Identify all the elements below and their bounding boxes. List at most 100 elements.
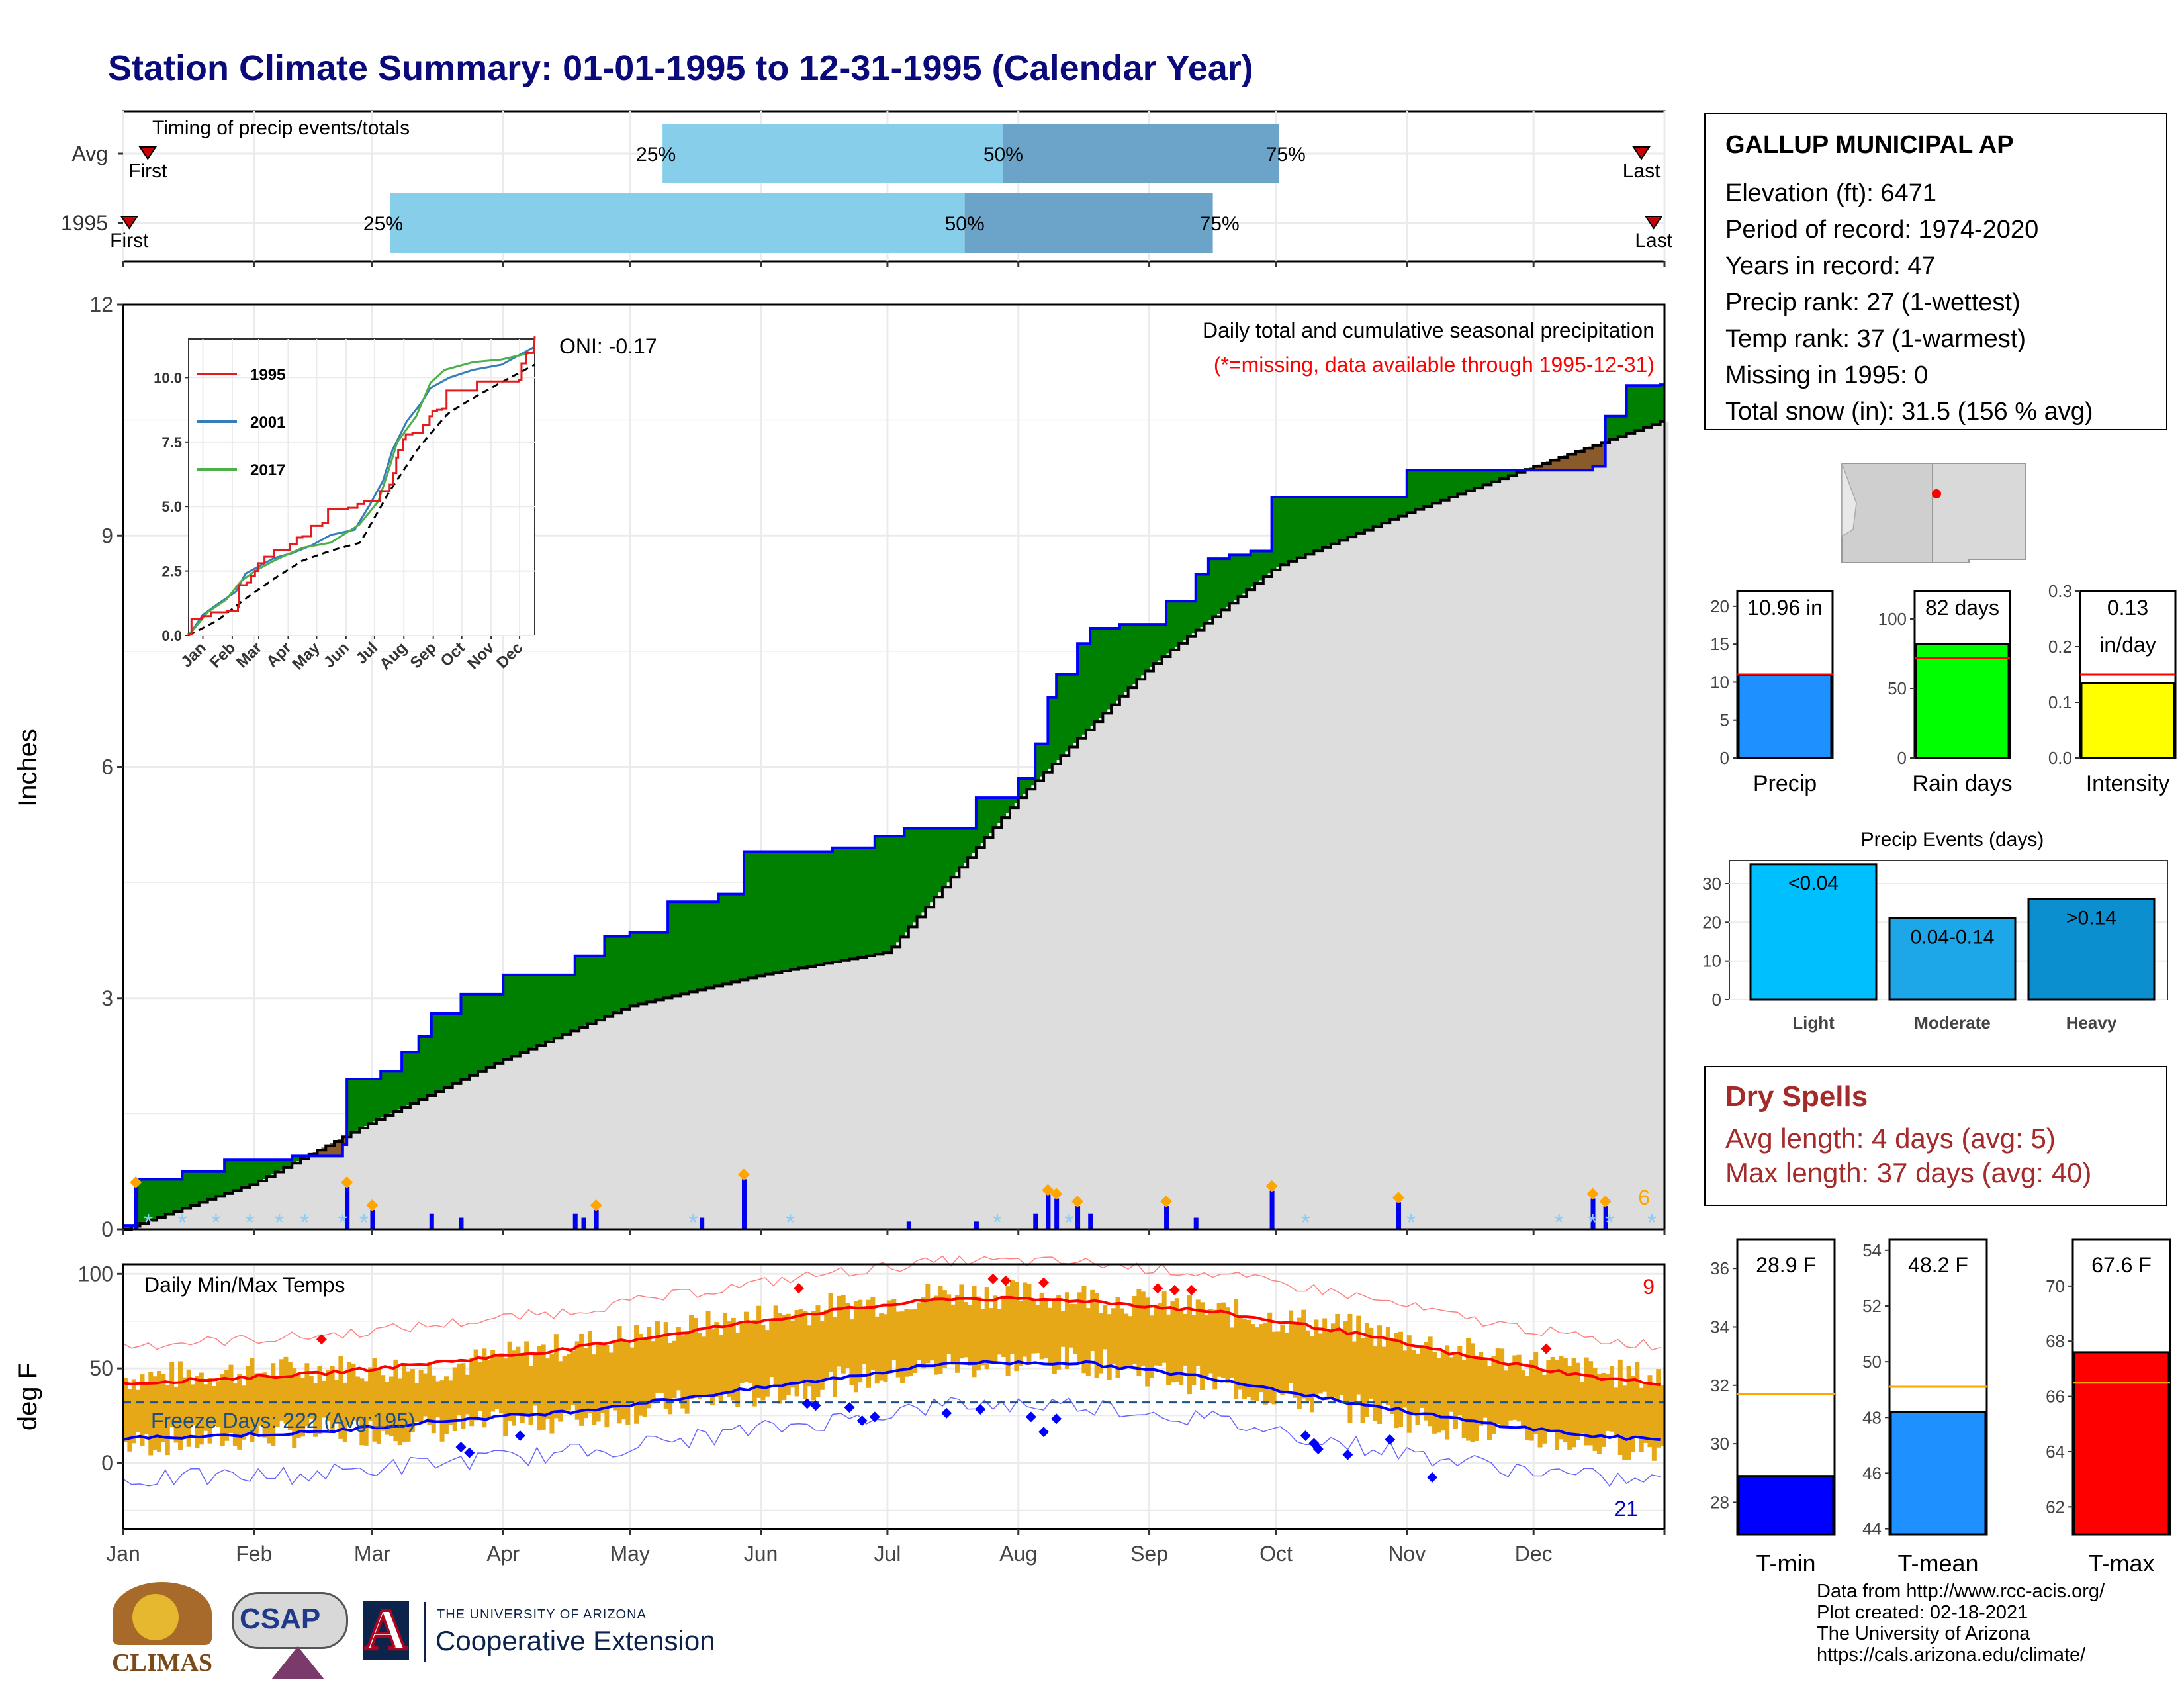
dry-spells-box: Dry Spells Avg length: 4 days (avg: 5) M… [1704, 1066, 2167, 1206]
temp-daily-bar [169, 1362, 175, 1427]
daily-precip-bar [700, 1217, 705, 1229]
temp-daily-bar [579, 1333, 584, 1426]
temp-daily-bar [1364, 1323, 1369, 1418]
temp-daily-bar [773, 1305, 778, 1387]
inset-2001-line [187, 346, 535, 636]
temp-daily-bar [1571, 1358, 1576, 1448]
temp-daily-bar [1255, 1327, 1260, 1401]
record-high-diamond-icon [1000, 1275, 1011, 1286]
precip-ytick-label: 3 [101, 986, 113, 1010]
timing-row-label: 1995 [61, 211, 108, 235]
temp-daily-bar [1107, 1314, 1112, 1380]
record-high-diamond-icon [1038, 1277, 1050, 1288]
events-category-label: Heavy [2066, 1013, 2117, 1033]
timing-spacer [0, 113, 122, 120]
temp-daily-bar [334, 1380, 340, 1423]
temp-daily-bar [841, 1295, 846, 1374]
temp-daily-bar [625, 1340, 631, 1425]
precip-ytick-label: 6 [101, 755, 113, 779]
temp-summary-frame [1888, 1238, 1988, 1536]
events-category-label: Moderate [1914, 1013, 1991, 1033]
temp-daily-bar [638, 1333, 643, 1416]
temp-daily-bar [739, 1323, 745, 1383]
temp-daily-bar [1208, 1309, 1213, 1374]
temp-daily-bar [507, 1341, 512, 1421]
temp-daily-bar [1424, 1342, 1429, 1421]
temp-daily-bars [123, 1280, 1665, 1461]
temp-daily-bar [1212, 1309, 1218, 1390]
inset-2017-line [187, 351, 535, 636]
temp-daily-bar [1204, 1315, 1209, 1376]
daily-precip-bar [1164, 1206, 1169, 1229]
month-label: Aug [999, 1542, 1037, 1566]
temp-daily-bar [1103, 1305, 1108, 1350]
daily-precip-bar [1396, 1202, 1402, 1229]
temp-daily-bar [131, 1379, 136, 1444]
temp-daily-bar [520, 1353, 525, 1424]
inset-month-label: May [289, 639, 324, 674]
timing-bar-50-75 [1003, 124, 1279, 183]
temp-daily-bar [486, 1359, 491, 1419]
temp-daily-bar [621, 1340, 626, 1420]
precip-ytick-label: 0 [101, 1217, 113, 1241]
timing-pct-25: 25% [363, 213, 403, 235]
temp-daily-bar [1381, 1346, 1387, 1403]
temp-daily-bar [828, 1293, 833, 1372]
temp-daily-bar [1191, 1315, 1197, 1385]
temp-daily-bar [1018, 1300, 1023, 1366]
temp-daily-bar [258, 1373, 263, 1426]
temp-daily-bar [1537, 1370, 1543, 1448]
temp-daily-bar [1275, 1331, 1281, 1393]
record-high-diamond-icon [1152, 1283, 1163, 1294]
temp-daily-bar [570, 1350, 576, 1405]
temp-daily-bar [1406, 1335, 1412, 1433]
temp-daily-bar [1580, 1382, 1585, 1434]
temp-daily-bar [1077, 1292, 1083, 1364]
temp-daily-bar [1238, 1315, 1243, 1390]
record-low-diamond-icon [1300, 1430, 1311, 1441]
mini-bar-ytick-label: 0.2 [2048, 637, 2072, 657]
ua-logo-a-icon: A [363, 1599, 409, 1662]
temp-daily-bar [136, 1389, 141, 1432]
temp-daily-bar [769, 1320, 774, 1378]
events-bar-label: <0.04 [1788, 872, 1839, 894]
daily-precip-bar [741, 1179, 747, 1229]
events-ytick-label: 10 [1702, 951, 1721, 971]
temp-daily-bar [908, 1309, 913, 1376]
temp-daily-bar [296, 1374, 301, 1438]
mini-bar-ytick-label: 10 [1710, 672, 1729, 692]
temp-daily-bar [790, 1320, 796, 1388]
mini-bar-value [2080, 682, 2175, 759]
temp-daily-bar [279, 1359, 285, 1421]
temp-daily-bar [1596, 1374, 1602, 1454]
snow-day-icon: * [1588, 1209, 1598, 1236]
temp-summary-ytick-label: 52 [1862, 1296, 1882, 1316]
temp-daily-bar [308, 1376, 314, 1419]
temp-daily-bar [228, 1364, 234, 1433]
temp-daily-bar [1326, 1329, 1332, 1399]
temp-daily-bar [858, 1299, 863, 1383]
temp-daily-bar [1651, 1383, 1657, 1461]
record-high-diamond-icon [1169, 1285, 1180, 1295]
temp-daily-bar [1512, 1355, 1518, 1420]
temp-daily-bar [1339, 1330, 1344, 1395]
temp-plot-bg [123, 1264, 1664, 1529]
timing-bar-50-75 [964, 193, 1213, 253]
mini-bar-value [1737, 673, 1833, 759]
temp-daily-bar [439, 1380, 445, 1442]
events-ytick-label: 0 [1712, 990, 1721, 1009]
temp-daily-bar [1246, 1319, 1251, 1397]
temp-daily-bar [1377, 1325, 1383, 1424]
temp-summary-bar [1737, 1475, 1835, 1536]
temp-daily-bar [1588, 1361, 1594, 1446]
temp-daily-bar [431, 1375, 436, 1434]
temp-daily-bar [1453, 1354, 1458, 1429]
temp-daily-bar [402, 1364, 407, 1443]
temp-daily-bar [406, 1371, 411, 1442]
temp-daily-bar [516, 1346, 521, 1414]
daily-precip-bar [572, 1213, 578, 1229]
events-frame [1729, 860, 2168, 1000]
temp-daily-bar [1060, 1311, 1066, 1347]
temp-daily-bar [177, 1361, 183, 1450]
temp-daily-bar [1347, 1313, 1353, 1423]
